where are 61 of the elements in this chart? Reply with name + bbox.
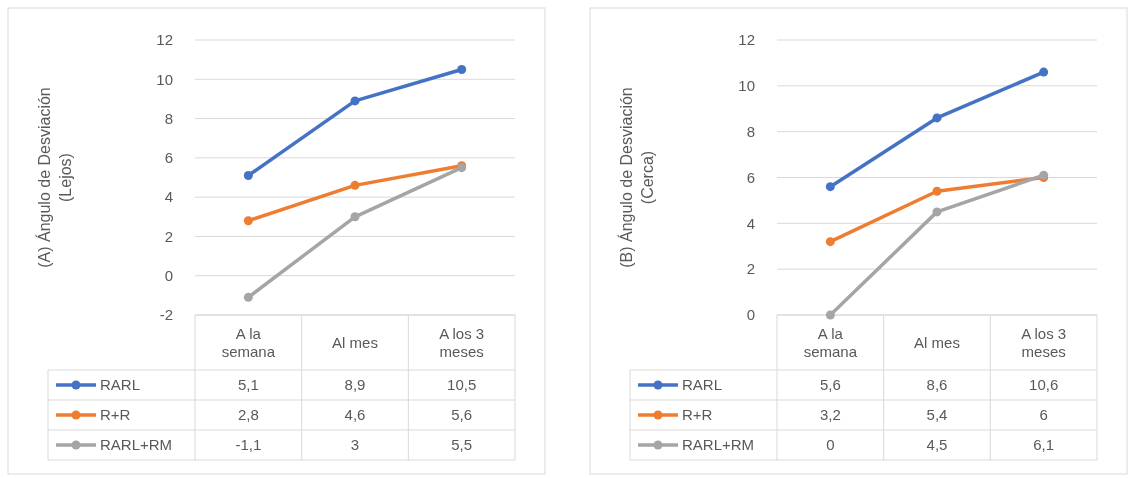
data-label: 0 (826, 436, 835, 454)
y-tick-label: 8 (746, 122, 755, 140)
data-label: 10,6 (1029, 376, 1059, 394)
point (350, 96, 360, 106)
data-label: 8,9 (344, 376, 366, 394)
point (1039, 67, 1049, 77)
data-label: 6,1 (1033, 436, 1055, 454)
y-tick-label: 2 (164, 227, 173, 245)
point (243, 171, 253, 181)
y-tick-label: 8 (164, 109, 173, 127)
data-label: 10,5 (447, 376, 477, 394)
legend-label: R+R (682, 406, 713, 424)
data-label: 5,6 (819, 376, 841, 394)
x-tick-label: Al mes (332, 333, 378, 351)
y-tick-label: -2 (159, 306, 173, 324)
point (350, 212, 360, 222)
y-tick-label: 12 (156, 31, 173, 49)
y-tick-label: 6 (164, 149, 173, 167)
data-label: 5,6 (451, 406, 473, 424)
point (243, 292, 253, 302)
point (825, 182, 835, 192)
point (825, 310, 835, 320)
x-tick-label: A la semana (221, 324, 276, 360)
point (932, 186, 942, 196)
x-tick-label: Al mes (914, 333, 960, 351)
data-label: 4,6 (344, 406, 366, 424)
point (457, 64, 467, 74)
data-label: 2,8 (237, 406, 259, 424)
data-label: 5,1 (237, 376, 259, 394)
data-label: 6 (1039, 406, 1048, 424)
point (825, 237, 835, 247)
y-tick-label: 12 (738, 31, 755, 49)
y-tick-label: 0 (746, 306, 755, 324)
y-tick-label: 0 (164, 266, 173, 284)
x-tick-label: A los 3 meses (1021, 324, 1067, 360)
y-axis-title: (B) Ángulo de Desviación (Cerca) (617, 87, 656, 268)
y-tick-label: 4 (164, 188, 173, 206)
point (350, 180, 360, 190)
y-tick-label: 10 (738, 77, 755, 95)
x-tick-label: A los 3 meses (439, 324, 485, 360)
legend-label: RARL+RM (682, 436, 755, 454)
data-label: 4,5 (926, 436, 948, 454)
data-label: 3 (350, 436, 360, 454)
data-label: 3,2 (819, 406, 841, 424)
y-tick-label: 6 (746, 168, 755, 186)
y-tick-label: 4 (746, 214, 755, 232)
legend-label: RARL (100, 376, 141, 394)
data-label: 5,4 (926, 406, 948, 424)
y-tick-label: 2 (746, 260, 755, 278)
legend-label: R+R (100, 406, 131, 424)
point (932, 207, 942, 217)
point (243, 216, 253, 226)
data-label: 5,5 (451, 436, 473, 454)
y-axis-title: (A) Ángulo de Desviación (Lejos) (35, 87, 74, 268)
y-tick-label: 10 (156, 70, 173, 88)
legend-label: RARL (682, 376, 723, 394)
data-label: -1,1 (235, 436, 262, 454)
x-tick-label: A la semana (803, 324, 858, 360)
point (932, 113, 942, 123)
data-label: 8,6 (926, 376, 948, 394)
legend-label: RARL+RM (100, 436, 173, 454)
